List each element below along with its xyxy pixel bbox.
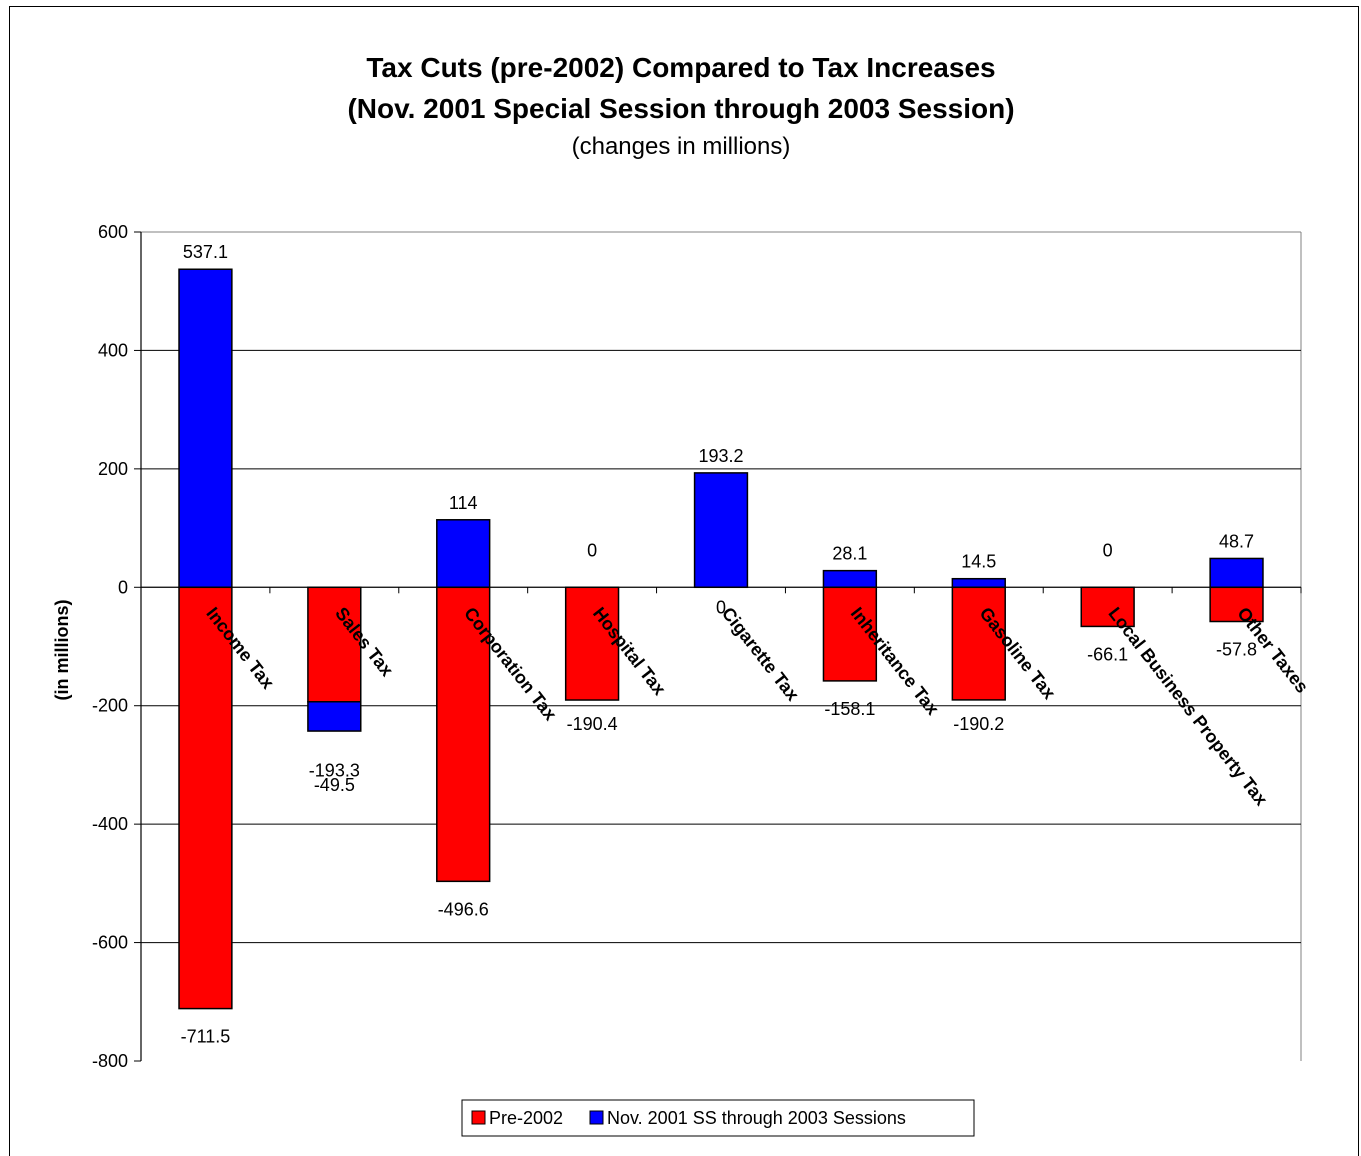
y-axis-title: (in millions) bbox=[52, 599, 72, 700]
data-label-other-taxes-pre-2002: -57.8 bbox=[1216, 640, 1257, 660]
bar-inheritance-tax-pre-2002 bbox=[822, 586, 878, 682]
data-label-gasoline-tax-nov-2001: 14.5 bbox=[961, 552, 996, 572]
bar-sales-tax-nov-2001-ss-through-2003-sessions bbox=[307, 700, 362, 732]
chart-title: Tax Cuts (pre-2002) Compared to Tax Incr… bbox=[366, 52, 995, 83]
bar-hospital-tax-pre-2002 bbox=[564, 586, 620, 701]
data-label-corporation-tax-nov-2001: 114 bbox=[449, 493, 478, 513]
data-label-gasoline-tax-pre-2002: -190.2 bbox=[953, 714, 1004, 734]
data-label-sales-tax-pre-2002: -193.3 bbox=[309, 761, 360, 781]
bar-gasoline-tax-pre-2002 bbox=[951, 586, 1006, 701]
bar-income-tax-nov-2001-ss-through-2003-sessions bbox=[178, 268, 233, 589]
y-tick-label-neg600: -600 bbox=[92, 933, 128, 953]
legend: Pre-2002 Nov. 2001 SS through 2003 Sessi… bbox=[461, 1099, 975, 1137]
y-tick-label-0: 0 bbox=[118, 577, 128, 597]
data-label-cigarette-tax-pre-2002: 0 bbox=[716, 597, 726, 617]
legend-swatch-pre-2002 bbox=[471, 1110, 486, 1125]
data-label-inheritance-tax-pre-2002: -158.1 bbox=[824, 699, 875, 719]
bar-sales-tax-pre-2002 bbox=[307, 586, 362, 703]
bar-inheritance-tax-nov-2001-ss-through-2003-sessions bbox=[822, 569, 878, 589]
chart-subtitle: (changes in millions) bbox=[572, 133, 791, 160]
data-label-income-tax-pre-2002: -711.5 bbox=[181, 1027, 231, 1047]
data-label-sales-tax-nov-2001: -49.5 bbox=[314, 775, 355, 795]
bar-income-tax-pre-2002 bbox=[178, 586, 233, 1010]
bar-gasoline-tax-nov-2001-ss-through-2003-sessions bbox=[951, 577, 1006, 589]
bars bbox=[178, 268, 1264, 1010]
data-label-cigarette-tax-nov-2001: 193.2 bbox=[698, 446, 743, 466]
chart-title-line2: (Nov. 2001 Special Session through 2003 … bbox=[347, 93, 1014, 124]
y-tick-label-600: 600 bbox=[98, 222, 128, 242]
axes: 600 400 200 0 -200 -400 -600 -800 bbox=[92, 222, 1302, 1071]
y-tick-label-neg200: -200 bbox=[92, 696, 128, 716]
y-tick-label-200: 200 bbox=[98, 459, 128, 479]
y-tick-label-400: 400 bbox=[98, 340, 128, 360]
legend-swatch-nov-2001 bbox=[589, 1110, 604, 1125]
y-tick-label-neg800: -800 bbox=[92, 1051, 128, 1071]
data-label-hospital-tax-nov-2001: 0 bbox=[587, 540, 597, 560]
bar-cigarette-tax-nov-2001-ss-through-2003-sessions bbox=[693, 472, 749, 589]
bar-corporation-tax-nov-2001-ss-through-2003-sessions bbox=[436, 519, 491, 589]
data-label-hospital-tax-pre-2002: -190.4 bbox=[567, 714, 618, 734]
legend-box bbox=[461, 1099, 975, 1137]
legend-label-pre-2002: Pre-2002 bbox=[489, 1108, 563, 1128]
data-label-inheritance-tax-nov-2001: 28.1 bbox=[832, 544, 867, 564]
category-label-cigarette-tax: Cigarette Tax bbox=[718, 603, 803, 704]
data-label-other-taxes-nov-2001: 48.7 bbox=[1219, 531, 1254, 551]
y-tick-label-neg400: -400 bbox=[92, 814, 128, 834]
chart-frame bbox=[9, 6, 1359, 1156]
bar-local-business-property-tax-pre-2002 bbox=[1080, 586, 1135, 628]
data-label-local-business-property-tax-pre-2002: -66.1 bbox=[1087, 644, 1128, 664]
category-label-local-business-property-tax: Local Business Property Tax bbox=[1105, 603, 1272, 809]
bar-other-taxes-nov-2001-ss-through-2003-sessions bbox=[1209, 557, 1264, 589]
data-label-corporation-tax-pre-2002: -496.6 bbox=[438, 899, 489, 919]
data-label-income-tax-nov-2001: 537.1 bbox=[183, 242, 228, 262]
bar-corporation-tax-pre-2002 bbox=[436, 586, 491, 883]
data-label-local-business-property-tax-nov-2001: 0 bbox=[1103, 540, 1113, 560]
legend-label-nov-2001: Nov. 2001 SS through 2003 Sessions bbox=[607, 1108, 906, 1128]
